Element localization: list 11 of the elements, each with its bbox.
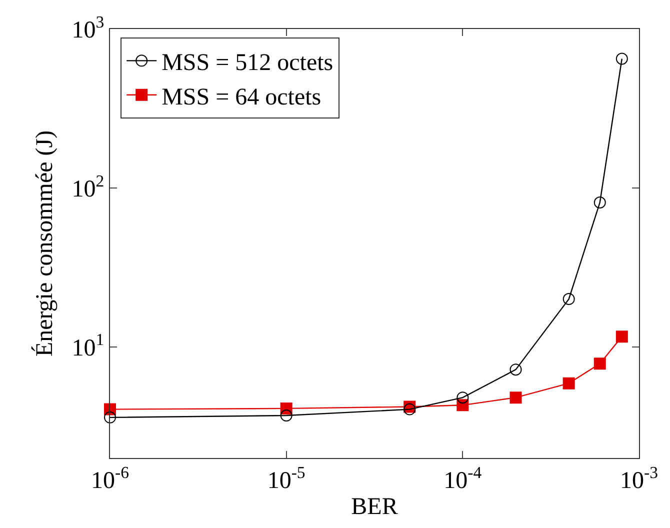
legend-label: MSS = 64 octets — [162, 84, 322, 110]
y-tick-label: 10$^{3}$ — [72, 12, 104, 44]
x-tick-label: 10$^{-5}$ — [267, 462, 306, 494]
x-tick-label: 10$^{-4}$ — [444, 462, 482, 494]
y-tick-label: 10$^{1}$ — [72, 330, 104, 362]
y-axis-title: Énergie consommée (J) — [30, 130, 58, 357]
x-axis-title: BER — [351, 494, 398, 520]
y-tick-label: 10$^{2}$ — [72, 171, 104, 202]
x-tick-label: 10$^{-6}$ — [91, 462, 129, 494]
legend-label: MSS = 512 octets — [162, 50, 334, 76]
x-tick-label: 10$^{-3}$ — [620, 462, 658, 494]
